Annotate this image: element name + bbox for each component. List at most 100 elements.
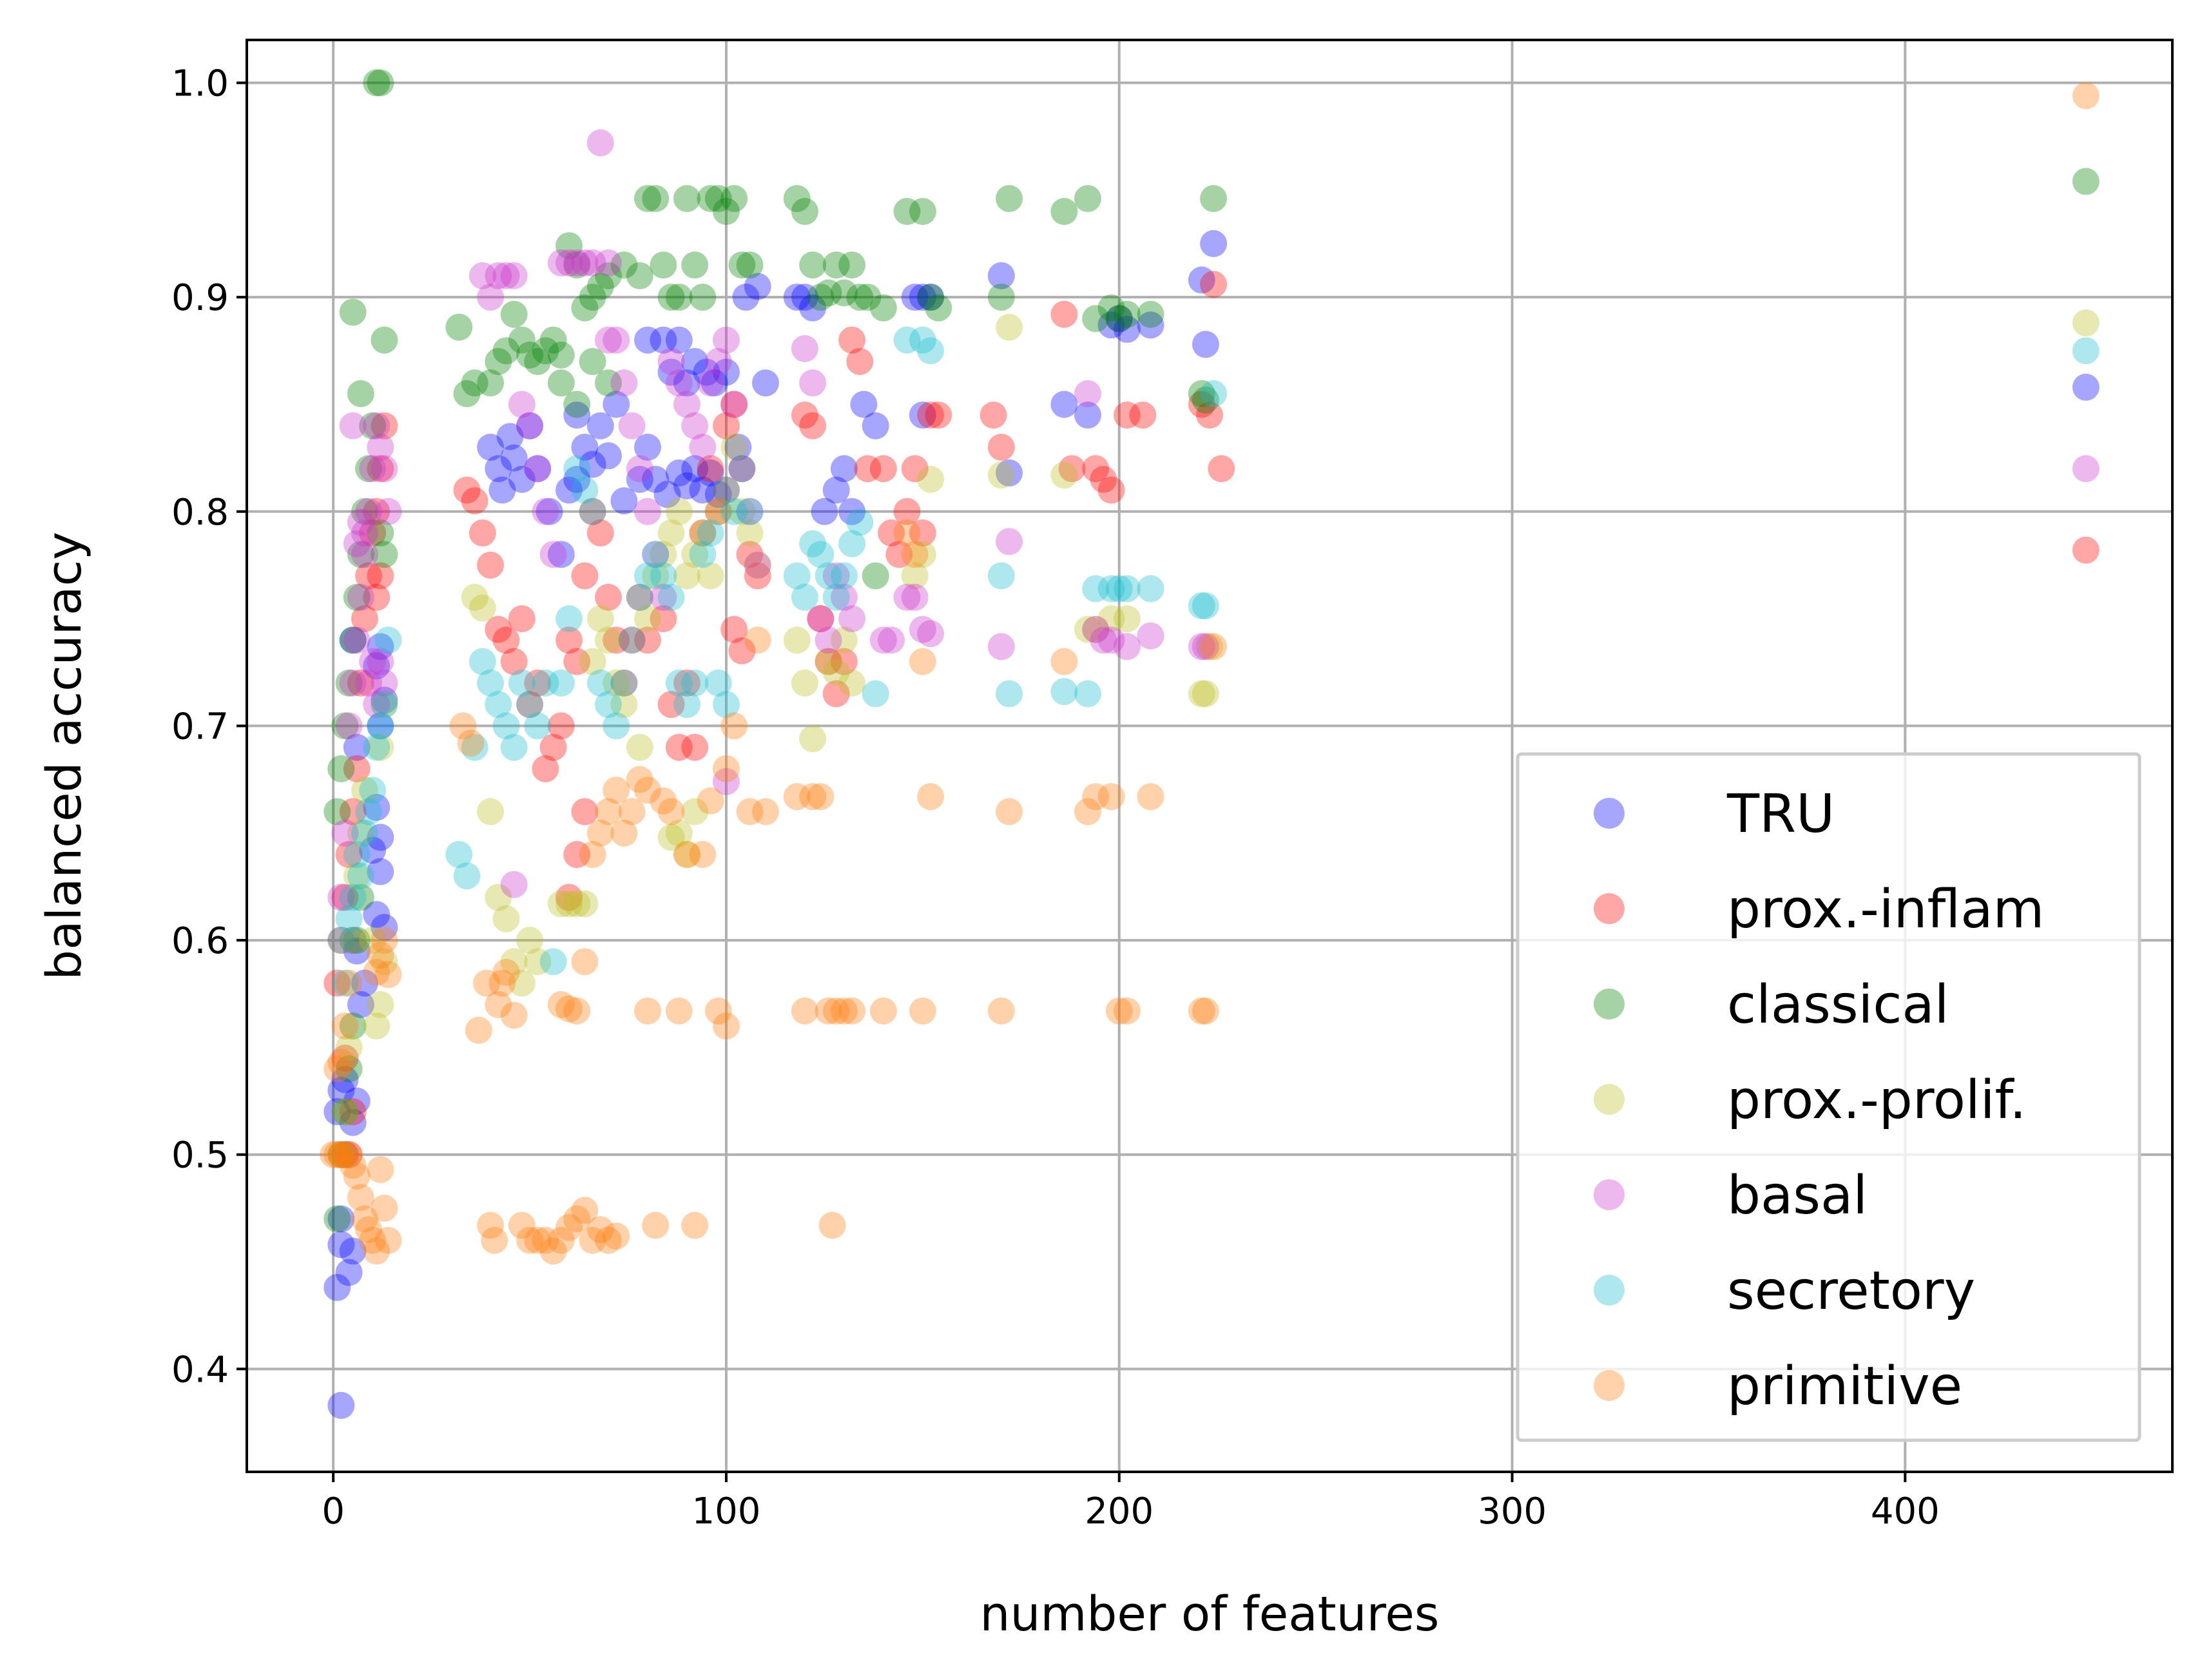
data-point (626, 766, 653, 793)
data-point (2072, 337, 2100, 365)
data-point (571, 1197, 599, 1224)
data-point (508, 605, 536, 633)
data-point (996, 798, 1023, 826)
data-point (901, 583, 929, 611)
data-point (539, 948, 567, 976)
data-point (807, 284, 835, 311)
legend-label: TRU (1726, 784, 1835, 845)
data-point (586, 412, 614, 439)
data-point (571, 798, 599, 826)
data-point (367, 519, 394, 547)
data-point (1192, 386, 1219, 414)
data-point (351, 819, 378, 847)
x-tick-label: 200 (1085, 1491, 1154, 1532)
data-point (371, 455, 398, 483)
data-point (351, 541, 378, 568)
data-point (500, 300, 528, 328)
data-point (673, 185, 700, 213)
data-point (327, 1141, 355, 1168)
data-point (335, 841, 363, 869)
data-point (822, 997, 850, 1025)
data-point (371, 948, 398, 976)
data-point (563, 841, 591, 869)
y-tick-label: 0.4 (171, 1349, 229, 1391)
data-point (547, 669, 575, 697)
data-point (1113, 633, 1141, 661)
data-point (901, 562, 929, 590)
legend-item: classical (1594, 974, 1949, 1036)
data-point (586, 129, 614, 157)
data-point (665, 497, 693, 525)
data-point (327, 1076, 355, 1104)
data-point (524, 347, 552, 375)
data-point (909, 401, 936, 429)
data-point (626, 465, 653, 493)
data-point (862, 680, 889, 708)
data-point (650, 541, 677, 568)
data-point (642, 1212, 670, 1239)
data-point (539, 541, 567, 568)
data-point (347, 380, 374, 407)
data-point (791, 401, 818, 429)
data-point (547, 990, 575, 1018)
data-point (893, 497, 921, 525)
data-point (838, 997, 866, 1025)
data-point (347, 883, 374, 911)
data-point (547, 712, 575, 740)
data-point (862, 412, 889, 439)
data-point (343, 1162, 371, 1190)
data-point (893, 583, 921, 611)
data-point (712, 476, 740, 504)
data-point (461, 369, 488, 397)
data-point (339, 798, 367, 826)
data-point (492, 337, 520, 365)
data-point (917, 465, 945, 493)
data-point (846, 284, 874, 311)
data-point (917, 284, 945, 311)
data-point (996, 185, 1023, 213)
data-point (712, 326, 740, 354)
data-point (339, 1012, 367, 1040)
data-point (367, 1155, 394, 1183)
data-point (595, 583, 623, 611)
data-point (1074, 380, 1101, 407)
data-point (453, 380, 481, 407)
data-point (571, 476, 599, 504)
data-point (343, 583, 371, 611)
data-point (653, 481, 681, 508)
data-point (477, 369, 505, 397)
data-point (917, 783, 945, 811)
data-point (799, 369, 827, 397)
data-point (1192, 997, 1219, 1025)
data-point (595, 442, 623, 470)
data-point (610, 669, 638, 697)
x-tick-label: 300 (1478, 1491, 1547, 1532)
data-point (324, 1141, 351, 1168)
data-point (363, 652, 391, 680)
data-point (689, 434, 717, 461)
data-point (673, 472, 700, 499)
data-point (657, 284, 685, 311)
data-point (477, 1212, 505, 1239)
data-point (610, 487, 638, 515)
data-point (477, 284, 505, 311)
data-point (335, 1141, 363, 1168)
data-point (571, 948, 599, 976)
data-point (1097, 311, 1125, 339)
data-point (500, 444, 528, 472)
data-point (445, 841, 473, 869)
data-point (818, 1212, 846, 1239)
data-point (854, 284, 882, 311)
data-point (536, 497, 563, 525)
data-point (626, 733, 653, 761)
data-point (712, 691, 740, 719)
data-point (1192, 680, 1219, 708)
data-point (665, 997, 693, 1025)
data-point (335, 1141, 363, 1168)
legend-label: secretory (1727, 1260, 1975, 1322)
data-point (626, 583, 653, 611)
data-point (830, 583, 858, 611)
data-point (987, 284, 1015, 311)
data-point (901, 455, 929, 483)
data-point (563, 890, 591, 918)
